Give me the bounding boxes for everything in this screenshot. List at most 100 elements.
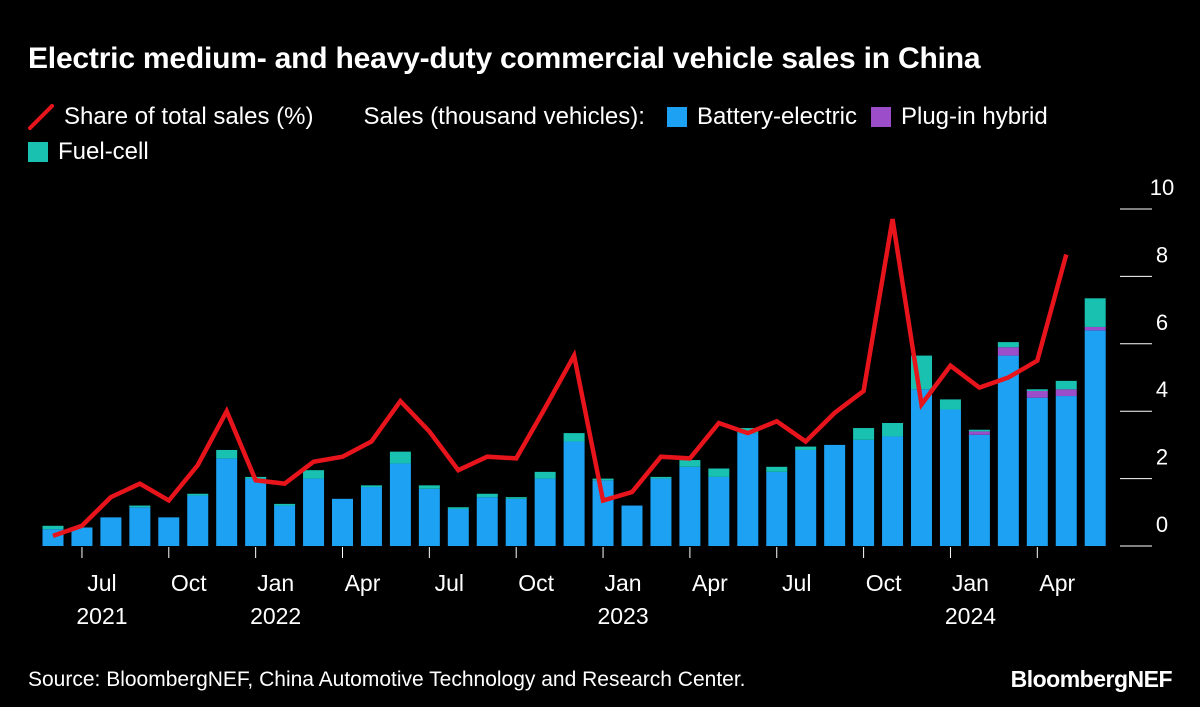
- legend-plug-in-hybrid: Plug-in hybrid: [870, 103, 1048, 131]
- x-tick-month-label: Jul: [87, 570, 116, 596]
- y-tick-label: 2: [1156, 445, 1168, 470]
- battery-electric-bar: [447, 508, 469, 546]
- fuel-cell-bar: [303, 470, 325, 479]
- fuel-cell-bar: [129, 505, 151, 508]
- battery-electric-bar: [274, 505, 296, 546]
- battery-electric-bar: [679, 466, 701, 546]
- legend-row-1: Share of total sales (%) Sales (thousand…: [28, 103, 1062, 131]
- battery-electric-bar: [795, 449, 817, 546]
- battery-electric-bar: [650, 478, 672, 546]
- plug-in-hybrid-bar: [1026, 390, 1048, 398]
- x-tick-year-label: 2022: [250, 603, 301, 629]
- battery-electric-bar: [1026, 397, 1048, 546]
- chart-title: Electric medium- and heavy-duty commerci…: [28, 42, 981, 75]
- plug-in-hybrid-bar: [997, 347, 1019, 356]
- legend-row-2: Fuel-cell: [28, 138, 163, 166]
- battery-electric-bar: [303, 478, 325, 546]
- fuel-cell-bar: [216, 449, 238, 459]
- fuel-cell-bar: [447, 507, 469, 509]
- battery-electric-bar: [563, 441, 585, 546]
- battery-electric-bar: [911, 389, 932, 546]
- plug-in-hybrid-swatch: [870, 107, 891, 127]
- fuel-cell-bar: [737, 428, 759, 434]
- fuel-cell-bar: [1084, 298, 1106, 327]
- legend-battery-electric-label: Battery-electric: [696, 103, 857, 130]
- battery-electric-bar: [418, 488, 440, 546]
- battery-electric-bar: [939, 409, 961, 546]
- battery-electric-bar: [100, 517, 122, 546]
- battery-electric-bar: [766, 471, 788, 546]
- legend-sales-label: Sales (thousand vehicles):: [363, 103, 645, 130]
- legend-share-line: Share of total sales (%): [28, 103, 313, 131]
- battery-electric-bar: [187, 495, 209, 546]
- x-tick-month-label: Apr: [1039, 570, 1075, 596]
- fuel-cell-bar: [418, 485, 440, 489]
- x-tick-month-label: Jan: [605, 570, 642, 596]
- battery-electric-swatch: [666, 107, 687, 127]
- legend-fuel-cell-label: Fuel-cell: [58, 138, 149, 165]
- y-tick-label: 10: [1150, 175, 1174, 200]
- y-tick-label: 4: [1156, 377, 1168, 402]
- battery-electric-bar: [824, 444, 846, 546]
- battery-electric-bar: [71, 527, 93, 546]
- legend-battery-electric: Battery-electric: [666, 103, 857, 131]
- battery-electric-bar: [476, 497, 498, 546]
- fuel-cell-bar: [42, 525, 64, 530]
- x-tick-month-label: Apr: [692, 570, 728, 596]
- battery-electric-bar: [332, 498, 353, 546]
- battery-electric-bar: [360, 487, 382, 546]
- battery-electric-bar: [621, 505, 643, 546]
- battery-electric-bar: [389, 463, 411, 546]
- battery-electric-bar: [997, 355, 1019, 546]
- fuel-cell-bar: [505, 497, 527, 499]
- fuel-cell-bar: [766, 466, 788, 472]
- bloombergnef-logo: BloombergNEF: [1010, 666, 1173, 692]
- x-tick-year-label: 2024: [945, 603, 996, 629]
- x-tick-month-label: Jul: [782, 570, 811, 596]
- x-tick-month-label: Oct: [518, 570, 554, 596]
- legend-fuel-cell: Fuel-cell: [28, 138, 149, 166]
- battery-electric-bar: [534, 478, 556, 546]
- plug-in-hybrid-bar: [1055, 389, 1077, 397]
- share-of-total-sales-line: [52, 218, 1069, 539]
- x-tick-year-label: 2021: [76, 603, 127, 629]
- fuel-cell-bar: [563, 433, 585, 442]
- fuel-cell-bar: [1055, 380, 1077, 390]
- fuel-cell-bar: [1026, 389, 1048, 391]
- x-tick-month-label: Apr: [345, 570, 381, 596]
- source-note: Source: BloombergNEF, China Automotive T…: [28, 668, 746, 691]
- fuel-cell-bar: [679, 460, 701, 467]
- fuel-cell-bar: [592, 478, 614, 481]
- y-tick-label: 6: [1156, 310, 1168, 335]
- fuel-cell-bar: [274, 503, 296, 506]
- fuel-cell-bar: [997, 342, 1019, 348]
- x-tick-month-label: Jul: [435, 570, 464, 596]
- battery-electric-bar: [882, 436, 904, 546]
- x-tick-month-label: Jan: [257, 570, 294, 596]
- x-tick-month-label: Oct: [171, 570, 207, 596]
- battery-electric-bar: [708, 476, 730, 546]
- battery-electric-bar: [245, 478, 267, 546]
- battery-electric-bar: [853, 439, 875, 546]
- plug-in-hybrid-bar: [968, 431, 990, 435]
- battery-electric-bar: [129, 507, 151, 546]
- battery-electric-bar: [737, 433, 759, 546]
- y-tick-label: 0: [1156, 512, 1168, 537]
- fuel-cell-bar: [360, 485, 382, 488]
- battery-electric-bar: [1084, 330, 1106, 546]
- fuel-cell-bar: [534, 471, 556, 479]
- fuel-cell-bar: [708, 468, 730, 477]
- plug-in-hybrid-bar: [1084, 326, 1106, 331]
- y-tick-label: 8: [1156, 242, 1168, 267]
- battery-electric-bar: [158, 517, 180, 546]
- fuel-cell-bar: [476, 493, 498, 498]
- battery-electric-bar: [216, 458, 238, 546]
- x-tick-month-label: Oct: [866, 570, 902, 596]
- battery-electric-bar: [968, 434, 990, 546]
- legend-plug-in-hybrid-label: Plug-in hybrid: [900, 103, 1048, 130]
- legend-share-label: Share of total sales (%): [64, 103, 314, 130]
- battery-electric-bar: [1055, 396, 1077, 546]
- fuel-cell-bar: [853, 428, 875, 440]
- red-line-icon: [28, 104, 54, 130]
